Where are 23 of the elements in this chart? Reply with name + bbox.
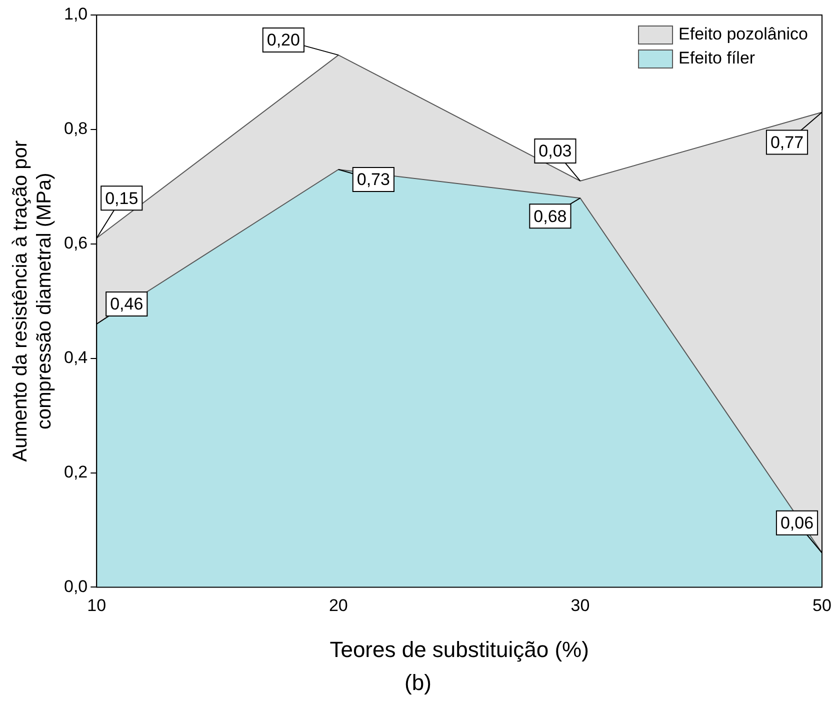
x-tick-label: 30 [570, 596, 590, 616]
data-label: 0,46 [110, 294, 144, 314]
y-axis-title: Aumento da resistência à tração por compressão diametral (MPa) [10, 140, 56, 462]
x-axis-title: Teores de substituição (%) [330, 636, 589, 662]
text: (b) [404, 670, 432, 696]
x-tick-label: 20 [328, 596, 348, 616]
data-label: 0,20 [266, 30, 300, 50]
data-label: 0,06 [780, 514, 814, 533]
data-label: 0,73 [356, 170, 390, 190]
data-label: 0,77 [770, 132, 804, 152]
legend-label: Efeito fíler [678, 48, 756, 68]
data-label: 0,68 [534, 206, 567, 226]
data-label: 0,03 [538, 142, 572, 161]
x-tick-label: 50 [812, 596, 832, 616]
x-tick-label: 10 [87, 596, 106, 616]
legend-label: Efeito pozolânico [678, 24, 808, 44]
y-tick-label: 0,8 [64, 119, 88, 138]
data-label: 0,15 [105, 188, 138, 208]
y-tick-label: 0,2 [64, 462, 88, 482]
y-tick-label: 0,0 [64, 576, 88, 596]
y-tick-label: 0,6 [64, 234, 88, 253]
y-tick-label: 0,4 [64, 348, 88, 368]
y-tick-label: 1,0 [64, 4, 88, 24]
